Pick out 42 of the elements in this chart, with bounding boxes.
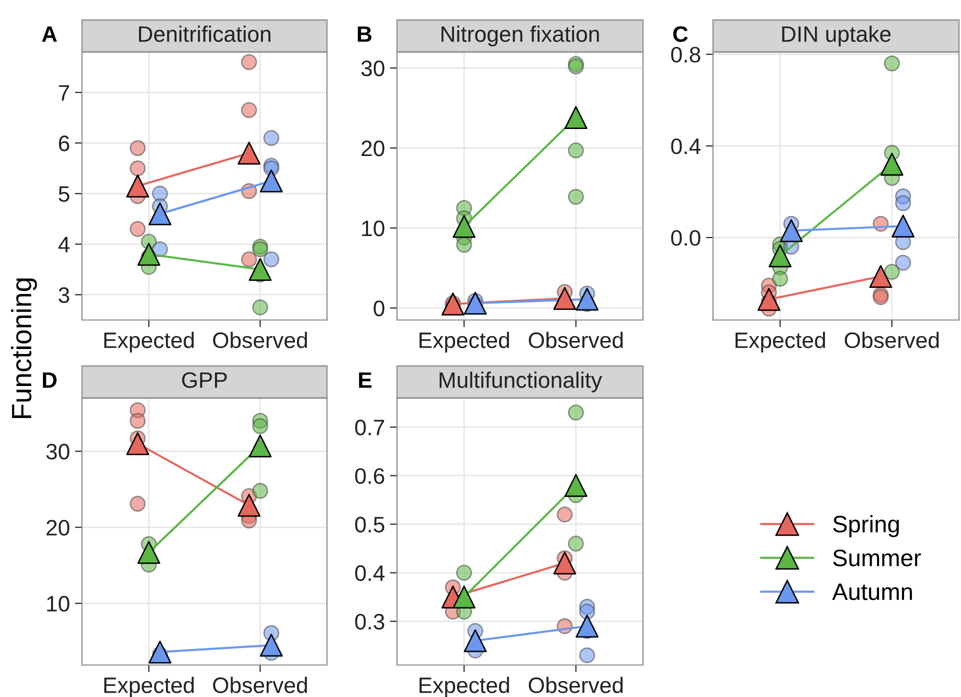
x-tick-label: Expected <box>104 332 194 353</box>
y-tick-label: 0.4 <box>671 138 701 154</box>
text: D <box>42 372 57 388</box>
x-tick-label: Observed <box>213 676 307 694</box>
y-tick-label: 10 <box>47 596 70 612</box>
legend-label: Spring <box>833 515 899 538</box>
y-tick-label: 20 <box>362 140 384 156</box>
y-tick-label: 7 <box>58 85 70 101</box>
chart-title: Multifunctionality <box>440 372 602 392</box>
y-tick-label: 0.4 <box>355 565 385 582</box>
x-tick-label: Observed <box>528 676 623 694</box>
text: B <box>358 26 372 42</box>
chart-title: Denitrification <box>139 26 270 42</box>
x-tick-label: Observed <box>844 332 939 348</box>
y-axis-title: Functioning <box>11 278 37 418</box>
y-tick-label: 10 <box>362 220 384 236</box>
y-tick-label: 20 <box>46 520 70 536</box>
y-tick-label: 0.8 <box>671 46 700 63</box>
y-tick-label: 30 <box>46 444 70 460</box>
y-tick-label: 30 <box>361 60 384 76</box>
y-tick-label: 0.3 <box>355 614 384 630</box>
y-tick-label: 0 <box>374 300 384 316</box>
text: A <box>42 26 57 42</box>
legend-label: Autumn <box>832 584 912 600</box>
chart-title: Nitrogen fixation <box>442 26 599 46</box>
y-tick-label: 3 <box>58 287 70 303</box>
y-tick-label: 0.7 <box>355 420 384 436</box>
chart-title: DIN uptake <box>782 26 891 46</box>
legend-label: Summer <box>833 550 921 566</box>
y-tick-label: 0.0 <box>671 230 700 246</box>
x-tick-label: Expected <box>420 332 509 353</box>
y-tick-label: 0.6 <box>355 468 384 484</box>
y-tick-label: 5 <box>58 186 70 202</box>
y-tick-label: 6 <box>58 136 70 152</box>
chart-title: GPP <box>182 372 227 388</box>
x-tick-label: Observed <box>213 332 307 348</box>
x-tick-label: Observed <box>528 332 623 348</box>
x-tick-label: Expected <box>736 332 825 353</box>
text: E <box>359 372 372 388</box>
y-tick-label: 0.5 <box>355 516 384 532</box>
y-tick-label: 4 <box>58 236 70 252</box>
text: C <box>673 26 688 42</box>
